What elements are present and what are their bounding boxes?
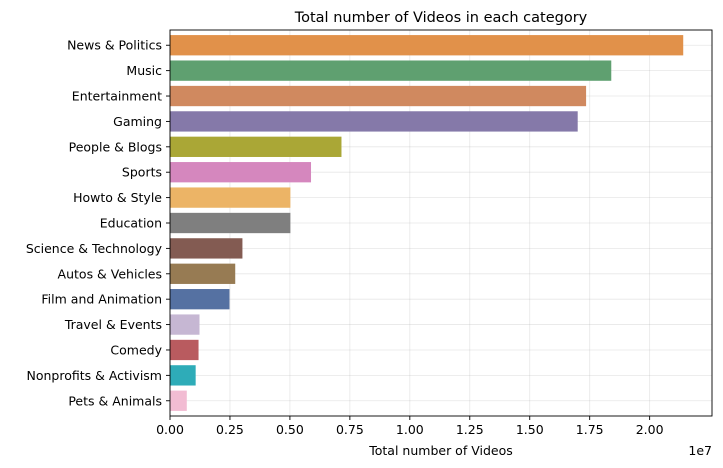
bar	[170, 314, 200, 335]
chart-title: Total number of Videos in each category	[294, 10, 588, 26]
bar	[170, 212, 291, 234]
bar	[170, 162, 312, 183]
bar	[170, 289, 230, 310]
bar	[170, 365, 196, 386]
x-tick-label: 0.00	[156, 422, 184, 437]
category-label: People & Blogs	[69, 139, 162, 154]
category-label: Travel & Events	[64, 317, 162, 332]
bar	[170, 111, 578, 132]
bar	[170, 263, 236, 284]
x-tick-label: 1.25	[456, 422, 484, 437]
x-axis-label: Total number of Videos	[368, 443, 512, 458]
x-tick-label: 1.75	[576, 422, 604, 437]
bars	[170, 35, 684, 411]
bar	[170, 60, 612, 81]
bar	[170, 85, 587, 107]
category-label: Music	[126, 63, 162, 78]
category-label: News & Politics	[67, 38, 162, 53]
bar	[170, 339, 199, 361]
category-label: Gaming	[113, 114, 162, 129]
x-tick-label: 0.50	[276, 422, 304, 437]
x-tick-label: 0.75	[336, 422, 364, 437]
category-label: Autos & Vehicles	[58, 266, 162, 281]
x-tick-label: 1.00	[396, 422, 424, 437]
bar	[170, 136, 342, 157]
category-label: Nonprofits & Activism	[27, 368, 163, 383]
category-label: Entertainment	[72, 89, 162, 104]
axes: 0.00 0.25 0.50 0.75 1.00 1.25 1.50 1.75 2.00 News…	[26, 29, 713, 437]
bar	[170, 390, 187, 411]
x-axis-scale-label: 1e7	[688, 443, 712, 458]
category-label: Science & Technology	[26, 241, 163, 256]
bar	[170, 35, 684, 56]
x-tick-label: 0.25	[216, 422, 244, 437]
category-label: Howto & Style	[73, 190, 162, 205]
category-label: Comedy	[110, 342, 162, 357]
bar	[170, 187, 291, 208]
category-label: Pets & Animals	[68, 393, 162, 408]
x-tick-label: 2.00	[636, 422, 664, 437]
category-label: Education	[100, 216, 162, 231]
category-label: Film and Animation	[41, 292, 162, 307]
category-label: Sports	[122, 165, 162, 180]
x-tick-label: 1.50	[516, 422, 544, 437]
bar	[170, 238, 243, 259]
